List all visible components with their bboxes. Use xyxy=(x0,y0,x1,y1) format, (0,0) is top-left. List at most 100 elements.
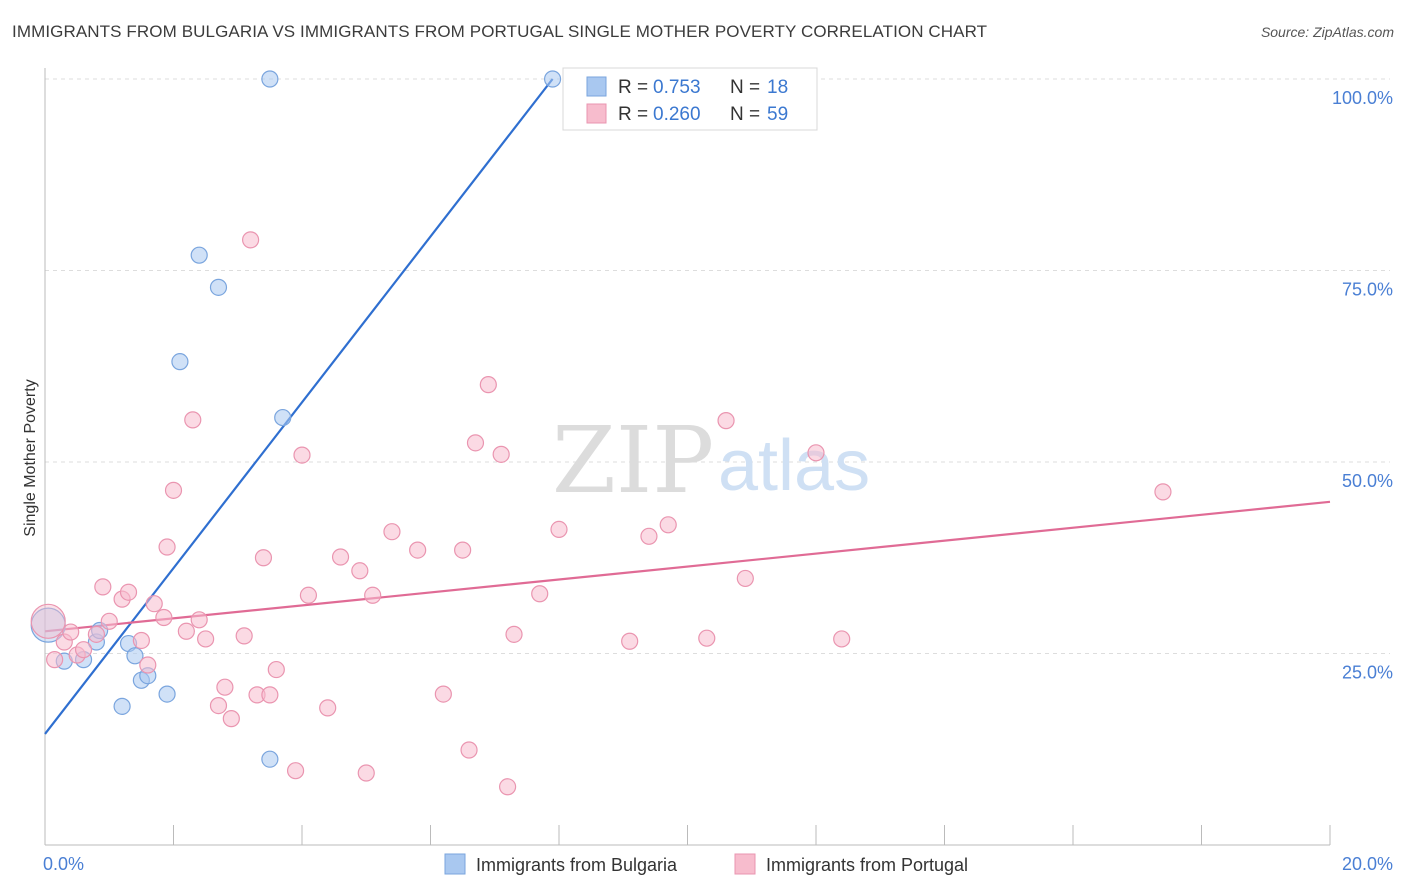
portugal-point-45 xyxy=(499,778,517,796)
bulgaria-point-17 xyxy=(261,750,279,768)
portugal-point-26 xyxy=(254,549,273,567)
portugal-r-label: R = xyxy=(618,104,648,125)
bulgaria-n-value: 18 xyxy=(767,77,788,98)
portugal-point-42 xyxy=(466,434,485,452)
tick-labels: 25.0% 50.0% 75.0% 100.0% 0.0% 20.0% xyxy=(43,88,1393,874)
portugal-point-44 xyxy=(492,445,510,463)
data-points xyxy=(30,70,1172,796)
portugal-point-18 xyxy=(190,611,208,629)
portugal-point-10 xyxy=(132,631,150,650)
portugal-point-11 xyxy=(139,656,157,674)
portugal-point-32 xyxy=(319,699,337,717)
x-tick-label-0: 0.0% xyxy=(43,854,84,874)
grid-lines xyxy=(45,78,1390,654)
portugal-point-52 xyxy=(698,629,716,647)
series-legend: Immigrants from Bulgaria Immigrants from … xyxy=(444,853,968,875)
portugal-series-swatch xyxy=(734,853,756,875)
portugal-point-15 xyxy=(164,481,183,499)
portugal-point-50 xyxy=(640,527,658,545)
y-axis-title: Single Mother Poverty xyxy=(22,379,39,536)
portugal-point-47 xyxy=(531,585,549,603)
bulgaria-point-14 xyxy=(261,70,279,88)
portugal-point-14 xyxy=(158,538,176,556)
bulgaria-series-swatch xyxy=(444,853,466,875)
portugal-point-21 xyxy=(216,678,234,696)
portugal-point-36 xyxy=(364,586,382,604)
bulgaria-point-10 xyxy=(171,353,189,371)
portugal-point-24 xyxy=(242,231,260,249)
bulgaria-point-6 xyxy=(126,647,144,665)
portugal-point-7 xyxy=(100,612,118,630)
portugal-point-22 xyxy=(222,710,240,728)
stats-legend: R = 0.753 N = 18 R = 0.260 N = 59 xyxy=(562,67,818,131)
portugal-point-20 xyxy=(209,696,228,715)
bulgaria-series-label: Immigrants from Bulgaria xyxy=(476,855,678,875)
portugal-point-30 xyxy=(293,446,311,464)
portugal-point-35 xyxy=(357,764,375,782)
bulgaria-point-11 xyxy=(190,246,208,264)
portugal-n-value: 59 xyxy=(767,104,788,125)
portugal-legend-swatch xyxy=(586,103,607,124)
portugal-point-49 xyxy=(621,632,639,650)
portugal-point-38 xyxy=(409,541,427,559)
portugal-point-29 xyxy=(286,762,305,780)
portugal-point-27 xyxy=(261,686,279,704)
watermark-zip: ZIP xyxy=(552,407,714,514)
bulgaria-point-12 xyxy=(209,278,228,296)
y-tick-label-0: 25.0% xyxy=(1342,663,1393,683)
portugal-point-37 xyxy=(383,523,401,541)
bulgaria-legend-swatch xyxy=(586,76,607,97)
portugal-r-value: 0.260 xyxy=(653,104,701,125)
portugal-point-46 xyxy=(505,625,523,643)
portugal-point-23 xyxy=(235,627,253,645)
bulgaria-trend-line xyxy=(44,78,554,735)
portugal-point-58 xyxy=(62,623,80,641)
portugal-point-39 xyxy=(434,685,452,703)
portugal-point-19 xyxy=(197,630,215,648)
bulgaria-point-15 xyxy=(274,408,292,427)
y-tick-label-3: 100.0% xyxy=(1332,88,1393,108)
portugal-point-53 xyxy=(717,412,735,430)
y-tick-label-2: 75.0% xyxy=(1342,280,1393,300)
trend-lines xyxy=(44,78,1331,735)
portugal-point-16 xyxy=(177,622,195,640)
bulgaria-r-label: R = xyxy=(618,77,648,98)
portugal-trend-line xyxy=(44,500,1331,633)
portugal-point-0 xyxy=(30,603,66,639)
portugal-point-34 xyxy=(351,562,369,580)
portugal-point-48 xyxy=(550,520,568,539)
portugal-point-6 xyxy=(94,578,112,596)
portugal-point-43 xyxy=(479,376,497,394)
portugal-point-51 xyxy=(659,516,677,534)
y-tick-label-1: 50.0% xyxy=(1342,471,1393,491)
portugal-point-4 xyxy=(74,641,93,659)
bulgaria-r-value: 0.753 xyxy=(653,77,701,98)
bulgaria-n-label: N = xyxy=(730,77,760,98)
axes xyxy=(44,68,1331,846)
portugal-n-label: N = xyxy=(730,104,760,125)
portugal-point-54 xyxy=(736,569,754,588)
portugal-point-12 xyxy=(145,595,163,613)
watermark-atlas: atlas xyxy=(718,426,870,506)
bulgaria-point-16 xyxy=(543,70,562,88)
portugal-point-28 xyxy=(267,660,285,679)
portugal-point-33 xyxy=(331,548,350,566)
portugal-point-9 xyxy=(119,583,138,601)
portugal-point-13 xyxy=(155,608,173,627)
portugal-point-57 xyxy=(1154,483,1172,501)
portugal-point-40 xyxy=(454,541,472,559)
chart-title: IMMIGRANTS FROM BULGARIA VS IMMIGRANTS F… xyxy=(12,22,988,41)
bulgaria-point-13 xyxy=(113,697,131,715)
portugal-point-31 xyxy=(299,586,318,604)
portugal-point-1 xyxy=(46,651,64,669)
portugal-point-55 xyxy=(807,444,825,462)
source-credit: Source: ZipAtlas.com xyxy=(1260,24,1394,40)
portugal-point-56 xyxy=(833,630,851,648)
bulgaria-point-9 xyxy=(158,685,176,703)
watermark: ZIP atlas xyxy=(552,407,870,514)
portugal-point-17 xyxy=(184,411,202,429)
portugal-point-41 xyxy=(460,741,478,759)
portugal-point-5 xyxy=(87,625,106,643)
x-tick-label-1: 20.0% xyxy=(1342,854,1393,874)
